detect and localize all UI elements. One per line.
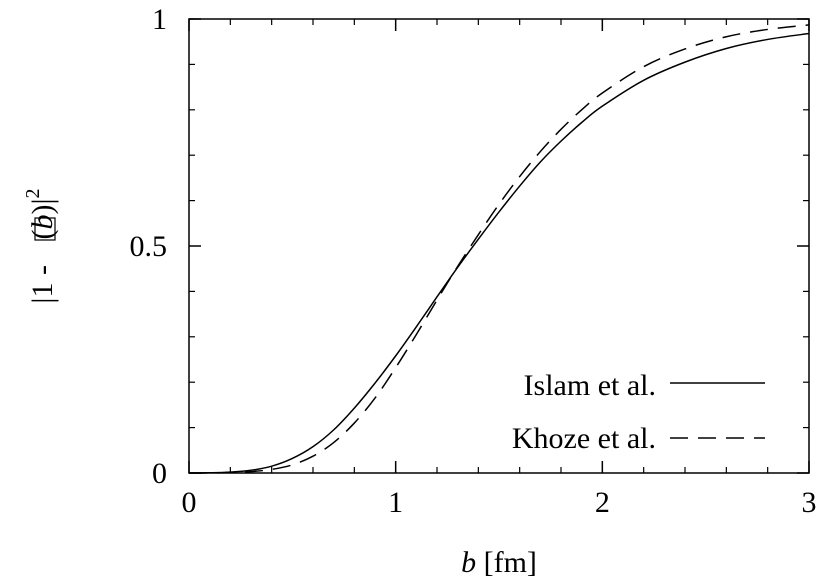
- y-axis-label-part1: |1 -: [26, 258, 59, 304]
- x-axis-ticks: 0 1 2 3: [182, 19, 817, 519]
- y-axis-label-part2: (: [26, 229, 59, 239]
- y-axis-ticks: 00.51: [130, 3, 809, 490]
- x-tick-label: 3: [802, 486, 817, 519]
- legend: Islam et al. Khoze et al.: [512, 369, 765, 455]
- y-axis-label-var: b: [26, 214, 59, 229]
- y-tick-label: 1: [152, 3, 167, 36]
- y-axis-label-glyph: □: [26, 239, 59, 258]
- legend-label-islam: Islam et al.: [524, 369, 656, 402]
- svg-text:|1 - □(b)|2: |1 - □(b)|2: [22, 188, 59, 303]
- y-tick-label: 0.5: [130, 230, 168, 263]
- plot-frame: [188, 18, 810, 474]
- x-axis-label-unit: [fm]: [476, 546, 537, 579]
- y-tick-label: 0: [152, 457, 167, 490]
- x-tick-label: 2: [595, 486, 610, 519]
- y-axis-label-part3: )|: [26, 198, 59, 214]
- legend-entry-khoze: Khoze et al.: [512, 422, 765, 455]
- legend-label-khoze: Khoze et al.: [512, 422, 656, 455]
- x-axis-label-var: b: [461, 546, 476, 579]
- series-line-khoze: [188, 24, 810, 474]
- x-tick-label: 1: [388, 486, 403, 519]
- y-axis-label-sup: 2: [22, 188, 44, 198]
- y-axis-label: |1 - □(b)|2: [22, 188, 59, 303]
- x-tick-label: 0: [182, 486, 197, 519]
- y-label-missing-glyph-box: [34, 217, 56, 241]
- legend-entry-islam: Islam et al.: [524, 369, 765, 402]
- series-layer: [188, 24, 810, 474]
- series-line-islam: [188, 32, 810, 474]
- x-axis-label: b [fm]: [461, 546, 537, 579]
